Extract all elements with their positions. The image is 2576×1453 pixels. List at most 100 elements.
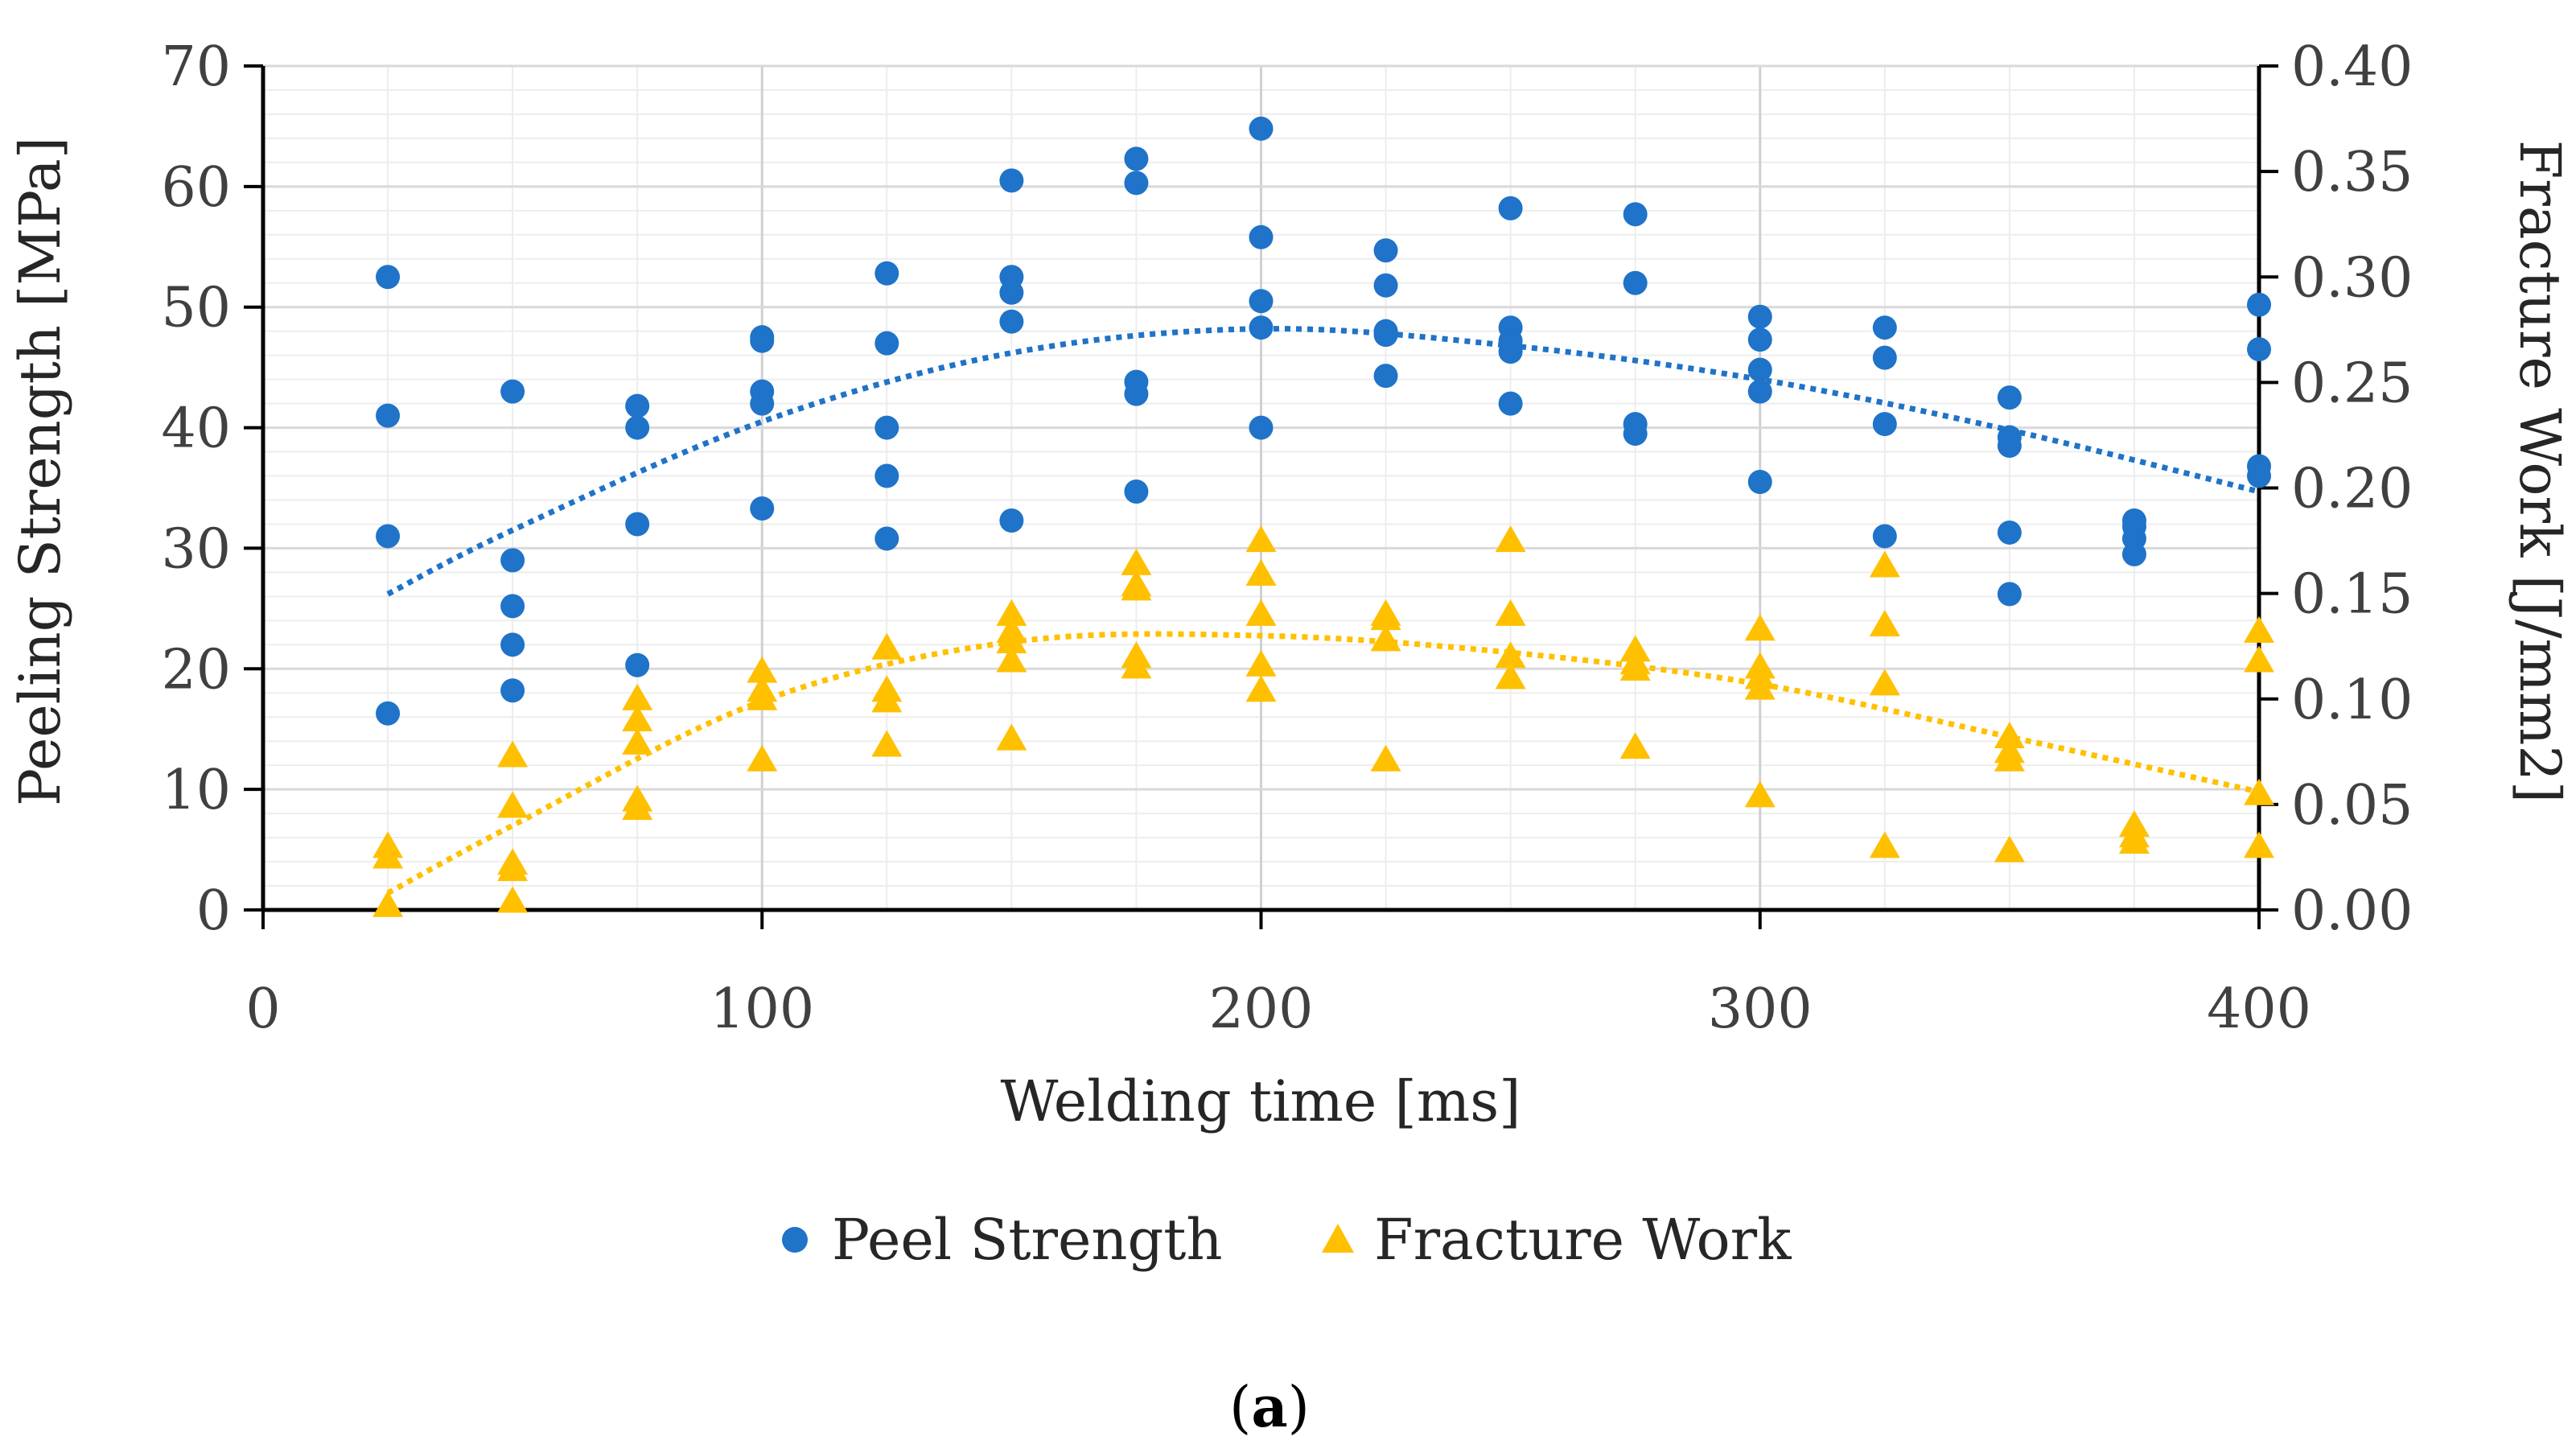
legend-label-fracture-work: Fracture Work [1374, 1207, 1792, 1273]
point-peel-strength [1872, 345, 1897, 370]
point-peel-strength [376, 265, 401, 290]
point-fracture-work [497, 854, 529, 882]
point-fracture-work [747, 744, 778, 772]
point-peel-strength [750, 328, 775, 353]
point-fracture-work [1869, 669, 1900, 696]
x-tick-label: 400 [2207, 978, 2311, 1041]
y2-tick-label: 0.05 [2291, 774, 2413, 838]
point-fracture-work [2244, 778, 2274, 805]
point-fracture-work [1869, 550, 1900, 578]
point-peel-strength [376, 403, 401, 428]
point-peel-strength [1249, 116, 1274, 141]
y2-tick-label: 0.35 [2291, 141, 2413, 204]
point-peel-strength [1623, 202, 1648, 227]
point-fracture-work [2244, 645, 2274, 673]
point-fracture-work [1495, 641, 1526, 669]
data-points [372, 116, 2274, 917]
point-peel-strength [1997, 434, 2022, 459]
y2-tick-label: 0.40 [2291, 35, 2413, 99]
legend-marker-fracture-work [1322, 1224, 1354, 1253]
point-peel-strength [2247, 292, 2271, 317]
point-peel-strength [874, 261, 899, 286]
point-peel-strength [1747, 357, 1772, 382]
point-peel-strength [874, 463, 899, 488]
point-peel-strength [1997, 582, 2022, 607]
point-peel-strength [500, 594, 525, 619]
point-peel-strength [500, 678, 525, 703]
y-tick-label: 50 [161, 277, 231, 340]
point-fracture-work [1245, 599, 1277, 626]
point-fracture-work [1245, 649, 1277, 677]
y2-tick-label: 0.20 [2291, 458, 2413, 521]
point-fracture-work [622, 683, 653, 710]
point-peel-strength [1373, 238, 1398, 263]
point-peel-strength [1249, 415, 1274, 440]
point-fracture-work [1495, 525, 1526, 553]
point-peel-strength [1249, 315, 1274, 340]
point-peel-strength [874, 415, 899, 440]
point-peel-strength [750, 391, 775, 416]
y-tick-label: 30 [161, 517, 231, 581]
y2-tick-label: 0.30 [2291, 246, 2413, 310]
point-fracture-work [2244, 615, 2274, 643]
point-peel-strength [874, 526, 899, 551]
point-peel-strength [1747, 379, 1772, 404]
y-tick-label: 20 [161, 638, 231, 702]
x-tick-label: 100 [710, 978, 814, 1041]
point-fracture-work [747, 683, 778, 710]
y2-tick-label: 0.10 [2291, 669, 2413, 732]
y2-tick-label: 0.15 [2291, 563, 2413, 627]
point-peel-strength [1997, 520, 2022, 545]
point-peel-strength [1498, 340, 1523, 364]
y-tick-label: 40 [161, 397, 231, 461]
point-peel-strength [1124, 479, 1149, 504]
point-peel-strength [1249, 224, 1274, 249]
point-fracture-work [1245, 559, 1277, 587]
point-fracture-work [996, 626, 1027, 653]
y-tick-label: 10 [161, 759, 231, 822]
point-peel-strength [1747, 327, 1772, 352]
point-fracture-work [2118, 827, 2150, 854]
point-fracture-work [1869, 831, 1900, 858]
point-peel-strength [1872, 412, 1897, 437]
y-tick-label: 70 [161, 35, 231, 99]
point-peel-strength [1373, 273, 1398, 298]
point-fracture-work [871, 730, 903, 757]
point-fracture-work [1495, 662, 1526, 689]
y2-tick-label: 0.00 [2291, 879, 2413, 943]
point-peel-strength [1623, 270, 1648, 295]
point-peel-strength [1124, 146, 1149, 171]
y-tick-label: 60 [161, 156, 231, 220]
point-fracture-work [497, 740, 529, 768]
point-peel-strength [2247, 337, 2271, 362]
point-fracture-work [1994, 721, 2025, 748]
grid [263, 64, 2259, 910]
point-fracture-work [497, 886, 529, 913]
point-fracture-work [1370, 624, 1401, 652]
x-tick-label: 0 [245, 978, 280, 1041]
point-fracture-work [1619, 732, 1651, 759]
point-fracture-work [871, 685, 903, 713]
point-fracture-work [1245, 675, 1277, 702]
tick-labels: 0 10 20 30 40 50 60 70 0.00 0.05 0.10 0.15 0.20 0.25 0… [161, 35, 2413, 1041]
point-peel-strength [2121, 541, 2146, 566]
point-peel-strength [874, 331, 899, 356]
point-peel-strength [999, 168, 1024, 193]
point-peel-strength [500, 632, 525, 657]
point-peel-strength [625, 415, 650, 440]
point-fracture-work [1121, 574, 1152, 601]
point-fracture-work [747, 656, 778, 683]
point-fracture-work [871, 632, 903, 660]
point-peel-strength [1997, 385, 2022, 410]
y2-axis-title: Fracture Work [J/mm2] [2507, 140, 2573, 803]
point-peel-strength [999, 280, 1024, 305]
point-peel-strength [1747, 304, 1772, 329]
point-fracture-work [1121, 548, 1152, 575]
point-fracture-work [1370, 603, 1401, 631]
point-fracture-work [1744, 673, 1776, 700]
y2-tick-label: 0.25 [2291, 352, 2413, 415]
caption-letter: a [1251, 1373, 1287, 1440]
point-peel-strength [1373, 323, 1398, 348]
trendlines [386, 326, 2260, 896]
